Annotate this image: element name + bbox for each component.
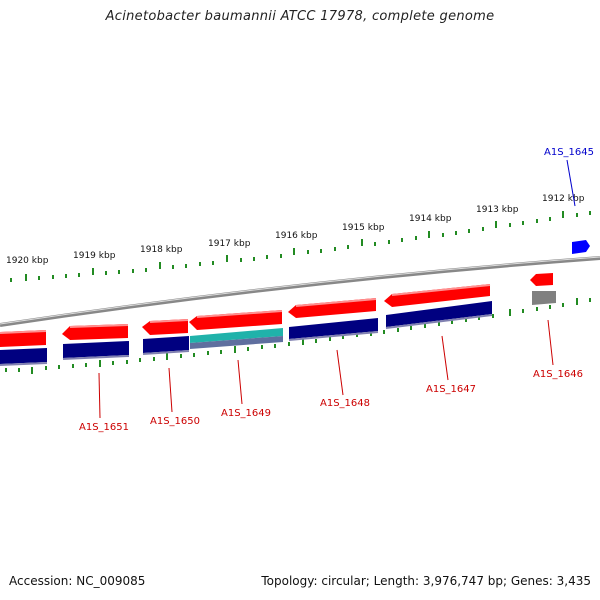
tick-label: 1916 kbp (275, 231, 318, 241)
protein-track (0, 291, 556, 366)
map-title: Acinetobacter baumannii ATCC 17978, comp… (105, 9, 495, 24)
cds-track (0, 273, 553, 347)
genome-summary: Topology: circular; Length: 3,976,747 bp… (261, 574, 591, 588)
pseudo-block[interactable] (532, 291, 556, 305)
cds-arrow[interactable] (288, 298, 376, 318)
tick-label: 1918 kbp (140, 245, 183, 255)
accession-label: Accession: NC_009085 (9, 574, 146, 588)
protein-block[interactable] (143, 336, 189, 353)
rna-block-lower[interactable] (190, 336, 283, 349)
cds-arrow[interactable] (189, 310, 282, 330)
tick-label: 1913 kbp (476, 205, 519, 215)
other-feature-arrow[interactable] (572, 240, 590, 254)
protein-block[interactable] (63, 341, 129, 358)
upper-tick-ruler (10, 211, 591, 282)
leader-lines (98, 159, 576, 419)
tick-label: 1915 kbp (342, 223, 385, 233)
cds-arrow[interactable] (384, 284, 490, 307)
gene-label[interactable]: A1S_1649 (221, 408, 271, 419)
tick-label: 1917 kbp (208, 239, 251, 249)
cds-arrow[interactable] (62, 324, 128, 340)
cds-arrow[interactable] (142, 319, 188, 335)
gene-label[interactable]: A1S_1648 (320, 398, 370, 409)
kbp-labels: 1920 kbp 1919 kbp 1918 kbp 1917 kbp 1916… (6, 194, 585, 266)
gene-label[interactable]: A1S_1650 (150, 416, 200, 427)
tick-label: 1920 kbp (6, 256, 49, 266)
gene-label[interactable]: A1S_1647 (426, 384, 476, 395)
tick-label: 1914 kbp (409, 214, 452, 224)
cds-arrow[interactable] (0, 330, 46, 347)
genome-backbone-highlight (0, 256, 600, 325)
protein-block[interactable] (0, 348, 47, 364)
gene-label[interactable]: A1S_1645 (544, 147, 594, 158)
tick-label: 1919 kbp (73, 251, 116, 261)
gene-label[interactable]: A1S_1646 (533, 369, 583, 380)
gene-label[interactable]: A1S_1651 (79, 422, 129, 433)
cds-arrow[interactable] (530, 273, 553, 286)
protein-block[interactable] (289, 318, 378, 339)
rna-block[interactable] (190, 328, 283, 343)
gene-labels: A1S_1651 A1S_1650 A1S_1649 A1S_1648 A1S_… (79, 147, 594, 433)
tick-label: 1912 kbp (542, 194, 585, 204)
protein-block[interactable] (386, 301, 492, 327)
genome-backbone (0, 256, 600, 327)
